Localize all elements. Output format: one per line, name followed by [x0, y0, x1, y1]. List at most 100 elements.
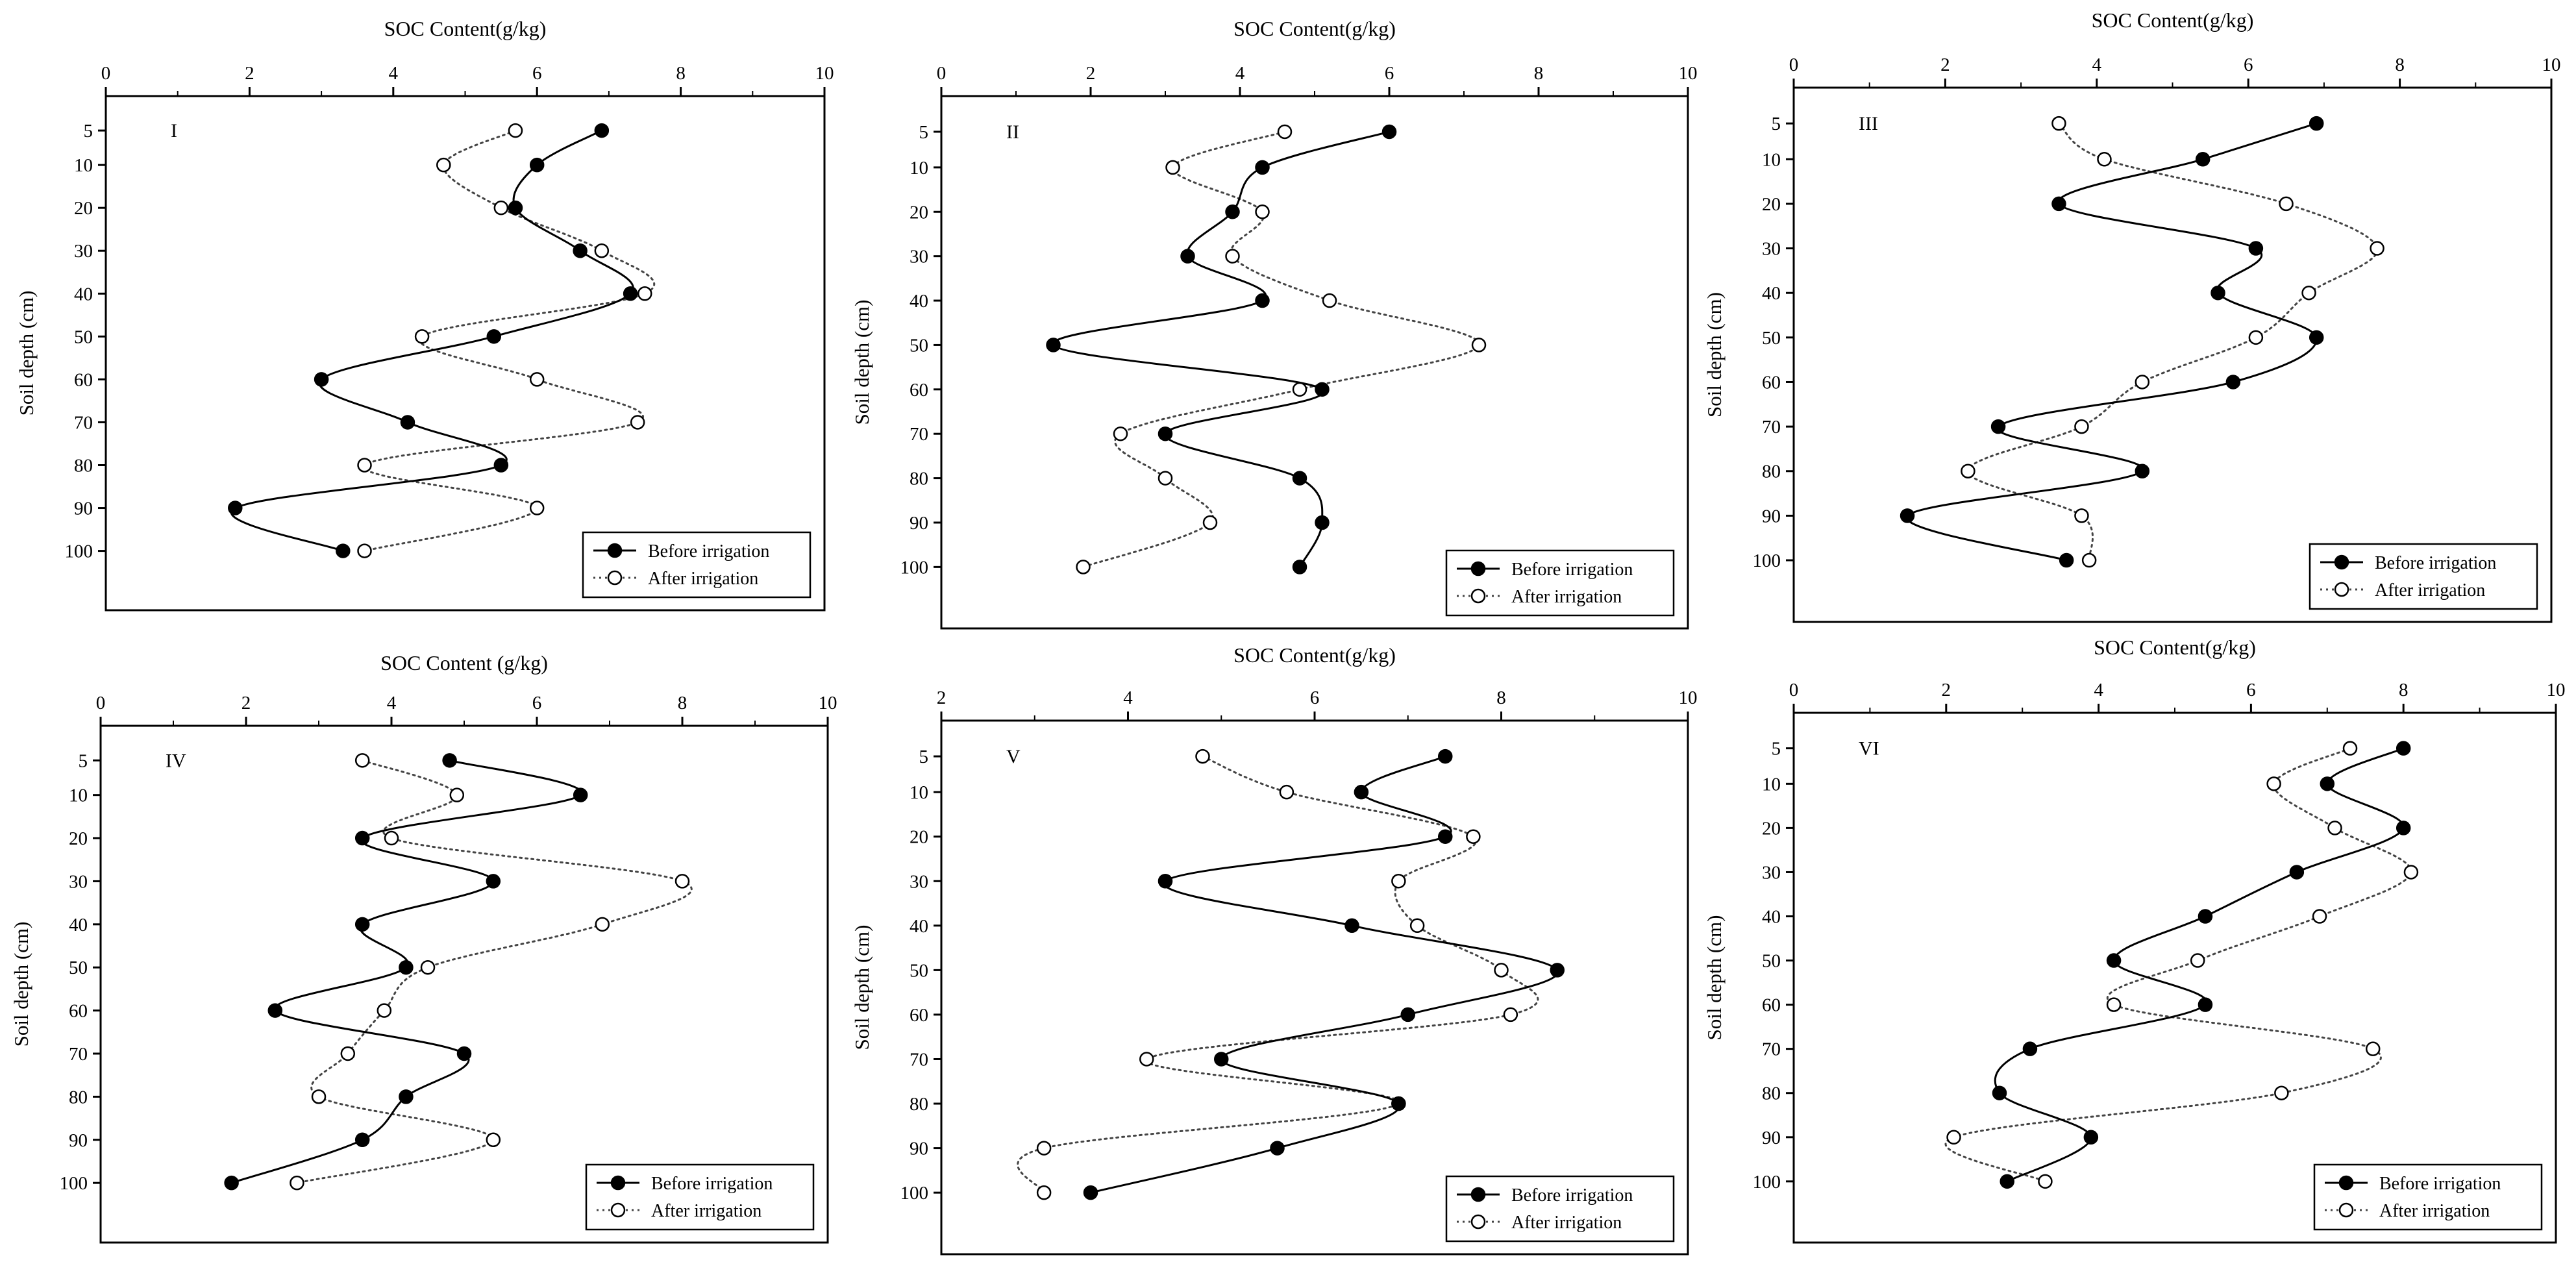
after-irrigation-point	[357, 543, 372, 558]
after-irrigation-point	[1494, 963, 1509, 978]
x-tick-label: 6	[1385, 63, 1394, 84]
y-tick-label: 60	[69, 1001, 88, 1022]
before-irrigation-point	[1180, 249, 1195, 264]
x-axis-title: SOC Content(g/kg)	[1233, 643, 1396, 667]
x-tick-label: 4	[387, 693, 397, 713]
after-irrigation-point	[436, 157, 451, 173]
after-irrigation-point	[1113, 426, 1128, 441]
panel-label: VI	[1859, 738, 1879, 760]
legend-box	[1445, 549, 1675, 617]
y-tick-label: 50	[910, 960, 928, 981]
after-irrigation-point	[449, 787, 465, 802]
after-irrigation-point	[594, 243, 610, 258]
before-irrigation-point	[486, 329, 502, 344]
before-irrigation-point	[314, 372, 329, 387]
y-tick-label: 70	[1762, 417, 1781, 438]
after-irrigation-point	[2190, 953, 2205, 968]
y-tick-label: 80	[1762, 462, 1781, 482]
after-irrigation-point	[1158, 471, 1173, 486]
y-tick-label: 40	[910, 916, 928, 937]
before-irrigation-point	[1158, 874, 1173, 889]
y-tick-label: 100	[1753, 1172, 1781, 1193]
legend-box	[2309, 543, 2538, 610]
before-irrigation-point	[336, 543, 351, 558]
y-tick-label: 50	[1762, 951, 1781, 972]
before-irrigation-line	[1905, 122, 2318, 562]
y-tick-label: 20	[1762, 818, 1781, 839]
before-irrigation-point	[2198, 997, 2213, 1012]
before-irrigation-point	[1255, 160, 1270, 175]
before-irrigation-point	[354, 830, 370, 846]
before-irrigation-point	[2309, 116, 2324, 131]
x-tick-label: 6	[1310, 687, 1320, 708]
y-tick-label: 60	[74, 369, 93, 390]
after-irrigation-point	[2312, 909, 2327, 924]
after-irrigation-point	[2081, 552, 2097, 568]
after-irrigation-point	[1961, 464, 1975, 478]
y-tick-label: 90	[910, 513, 928, 534]
y-tick-label: 80	[910, 469, 928, 489]
y-tick-label: 100	[900, 557, 929, 578]
after-irrigation-point	[2301, 285, 2316, 301]
y-tick-label: 20	[69, 828, 88, 849]
after-irrigation-point	[1466, 829, 1481, 844]
before-irrigation-point	[1270, 1141, 1285, 1156]
x-axis-title: SOC Content(g/kg)	[2092, 8, 2254, 32]
legend-label: After irrigation	[1511, 1213, 1622, 1233]
before-irrigation-point	[224, 1175, 239, 1191]
x-tick-label: 4	[1235, 63, 1245, 84]
chart-panel-I: SOC Content(g/kg) 0 2 4 6 8 10 Soil depth (cm) 5…	[15, 17, 834, 612]
y-tick-label: 50	[74, 327, 93, 347]
after-irrigation-point	[2106, 997, 2122, 1012]
before-irrigation-point	[594, 123, 610, 138]
after-irrigation-point	[1292, 382, 1307, 397]
before-irrigation-line	[1089, 755, 1559, 1194]
before-irrigation-point	[2195, 152, 2211, 167]
y-tick-label: 70	[910, 424, 928, 445]
before-irrigation-point	[1391, 1096, 1406, 1111]
y-tick-label: 10	[1762, 149, 1781, 170]
y-tick-label: 70	[69, 1044, 88, 1065]
before-irrigation-point	[2225, 375, 2241, 390]
after-irrigation-point	[2365, 1041, 2381, 1056]
after-irrigation-point	[354, 753, 370, 768]
before-irrigation-line	[230, 129, 634, 552]
y-tick-label: 10	[1762, 774, 1781, 795]
before-irrigation-point	[2198, 909, 2213, 924]
after-irrigation-line	[1017, 755, 1539, 1194]
y-tick-label: 40	[910, 291, 928, 312]
panel-label: V	[1006, 746, 1021, 767]
y-axis-title: Soil depth (cm)	[850, 925, 873, 1050]
before-irrigation-point	[573, 787, 588, 802]
y-tick-label: 30	[1762, 862, 1781, 883]
before-irrigation-point	[1214, 1052, 1229, 1067]
y-tick-label: 30	[74, 241, 93, 262]
y-tick-label: 60	[910, 1005, 928, 1026]
legend-marker-filled	[2334, 554, 2349, 570]
x-tick-label: 10	[819, 693, 837, 713]
chart-panel-III: SOC Content(g/kg) 0 2 4 6 8 10 Soil depth (cm) 5…	[1703, 8, 2561, 623]
before-irrigation-point	[2248, 241, 2264, 256]
legend-marker-open	[610, 1202, 626, 1218]
y-tick-label: 90	[74, 499, 93, 519]
after-irrigation-point	[2279, 196, 2294, 212]
before-irrigation-point	[1550, 963, 1565, 978]
panel-label: II	[1006, 121, 1019, 143]
y-tick-label: 5	[919, 122, 929, 143]
x-tick-label: 6	[2244, 55, 2253, 75]
plot-frame	[1792, 712, 2557, 1244]
legend-label: After irrigation	[2379, 1201, 2490, 1221]
before-irrigation-point	[354, 1132, 370, 1148]
x-tick-label: 2	[245, 63, 254, 84]
legend-label: After irrigation	[2375, 580, 2485, 600]
before-irrigation-point	[2320, 776, 2335, 791]
y-tick-label: 50	[1762, 328, 1781, 349]
legend-marker-filled	[610, 1175, 626, 1191]
y-tick-label: 60	[910, 380, 928, 401]
y-tick-label: 20	[910, 827, 928, 848]
before-irrigation-point	[2000, 1174, 2014, 1189]
legend-label: After irrigation	[651, 1201, 762, 1221]
x-tick-label: 0	[101, 63, 111, 84]
after-irrigation-point	[529, 372, 545, 387]
